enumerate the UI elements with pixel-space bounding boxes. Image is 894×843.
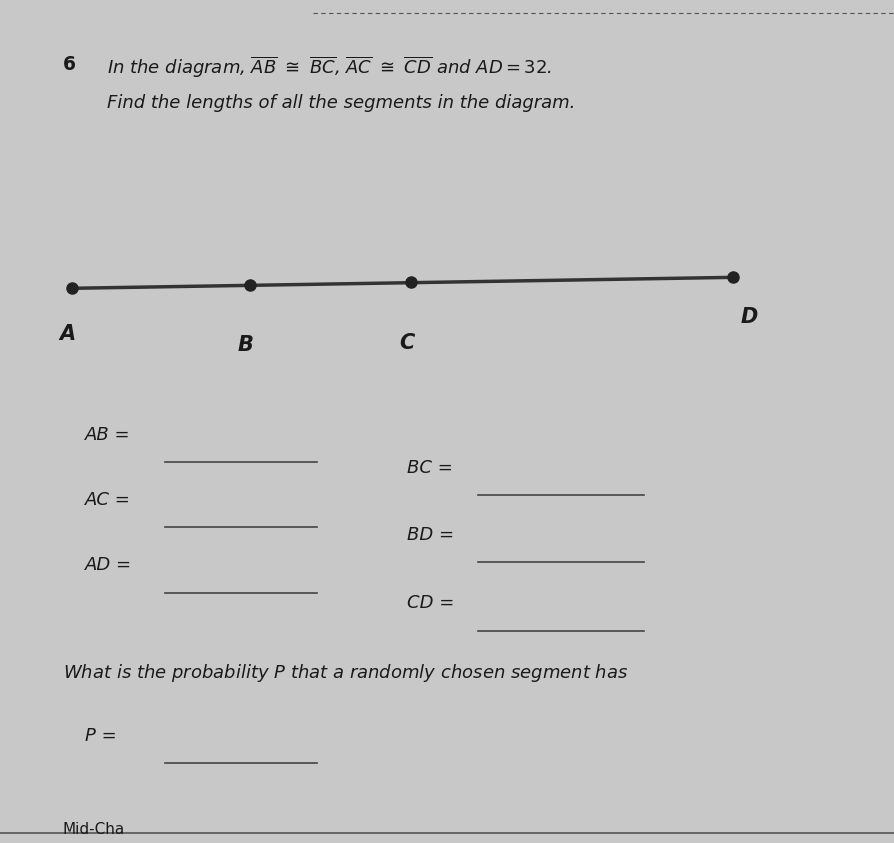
Text: Mid-Cha: Mid-Cha [63,822,125,837]
Text: BC =: BC = [407,459,452,476]
Text: D: D [740,307,757,327]
Text: A: A [59,324,75,344]
Text: B: B [238,335,254,355]
Text: CD =: CD = [407,594,454,612]
Text: BD =: BD = [407,526,454,544]
Text: What is the probability $P$ that a randomly chosen segment has: What is the probability $P$ that a rando… [63,662,628,684]
Text: P =: P = [85,727,117,744]
Text: C: C [399,333,415,353]
Text: Find the lengths of all the segments in the diagram.: Find the lengths of all the segments in … [107,94,576,112]
Text: AD =: AD = [85,556,132,574]
Text: 6: 6 [63,55,76,74]
Text: AC =: AC = [85,491,131,508]
Text: AB =: AB = [85,426,131,443]
Text: In the diagram, $\overline{AB}$ $\cong$ $\overline{BC}$, $\overline{AC}$ $\cong$: In the diagram, $\overline{AB}$ $\cong$ … [107,55,552,80]
